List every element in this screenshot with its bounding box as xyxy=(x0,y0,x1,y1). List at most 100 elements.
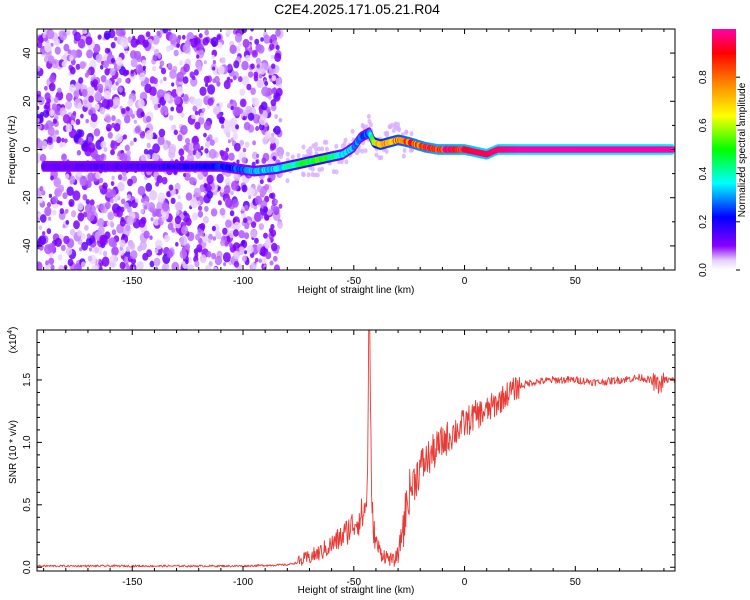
noise-speckle xyxy=(179,60,184,66)
noise-speckle xyxy=(95,171,101,180)
noise-speckle xyxy=(149,190,158,201)
noise-speckle xyxy=(267,177,271,183)
noise-speckle xyxy=(49,109,55,117)
noise-speckle xyxy=(59,208,65,215)
noise-speckle xyxy=(112,241,117,248)
noise-speckle xyxy=(260,214,264,219)
noise-speckle xyxy=(39,186,44,192)
noise-speckle xyxy=(193,69,199,76)
noise-speckle xyxy=(140,111,145,118)
noise-speckle xyxy=(273,125,281,135)
noise-speckle xyxy=(117,181,125,192)
noise-speckle xyxy=(255,159,259,164)
noise-speckle xyxy=(270,223,275,230)
noise-speckle xyxy=(343,137,348,143)
noise-speckle xyxy=(37,65,41,72)
noise-speckle xyxy=(153,218,160,226)
noise-speckle xyxy=(296,153,301,159)
noise-speckle xyxy=(93,128,101,137)
noise-speckle xyxy=(169,69,177,79)
noise-speckle xyxy=(130,50,137,60)
noise-speckle xyxy=(119,239,126,248)
noise-speckle xyxy=(248,71,254,78)
colorbar-label: Normalized spectral amplitude xyxy=(737,82,748,217)
noise-speckle xyxy=(258,258,262,263)
noise-speckle xyxy=(211,252,217,260)
noise-speckle xyxy=(241,240,245,245)
noise-speckle xyxy=(264,81,269,86)
noise-speckle xyxy=(157,135,165,146)
noise-speckle xyxy=(211,54,215,60)
noise-speckle xyxy=(47,126,55,136)
noise-speckle xyxy=(95,139,103,150)
noise-speckle xyxy=(193,141,200,151)
noise-speckle xyxy=(229,99,234,104)
noise-speckle xyxy=(174,215,182,225)
noise-speckle xyxy=(367,119,372,124)
noise-speckle xyxy=(205,82,209,87)
noise-speckle xyxy=(229,210,235,217)
noise-speckle xyxy=(232,75,237,81)
noise-speckle xyxy=(264,184,269,191)
noise-speckle xyxy=(69,55,74,61)
noise-speckle xyxy=(259,116,267,126)
noise-speckle xyxy=(232,106,240,117)
noise-speckle xyxy=(82,194,88,201)
noise-speckle xyxy=(104,90,111,100)
noise-speckle xyxy=(227,63,233,71)
noise-speckle xyxy=(111,122,116,129)
noise-speckle xyxy=(129,242,136,250)
noise-speckle xyxy=(173,95,181,105)
noise-speckle xyxy=(94,91,102,102)
noise-speckle xyxy=(185,137,190,145)
noise-speckle xyxy=(174,182,181,191)
noise-speckle xyxy=(314,141,319,147)
noise-speckle xyxy=(99,136,105,143)
noise-speckle xyxy=(198,33,203,39)
noise-speckle xyxy=(197,210,204,218)
noise-speckle xyxy=(233,229,239,237)
noise-speckle xyxy=(120,198,126,205)
noise-speckle xyxy=(52,209,57,216)
noise-speckle xyxy=(157,192,166,203)
noise-speckle xyxy=(270,142,277,151)
noise-speckle xyxy=(62,192,68,200)
noise-speckle xyxy=(190,198,199,209)
y-tick-label: 1.5 xyxy=(22,373,33,387)
noise-speckle xyxy=(152,97,159,106)
noise-speckle xyxy=(42,231,46,236)
noise-speckle xyxy=(192,212,198,221)
noise-speckle xyxy=(77,38,86,49)
noise-speckle xyxy=(65,220,70,225)
noise-speckle xyxy=(98,250,103,256)
noise-speckle xyxy=(270,242,278,252)
noise-speckle xyxy=(48,82,56,92)
noise-speckle xyxy=(77,102,83,110)
noise-speckle xyxy=(104,79,113,90)
noise-speckle xyxy=(275,44,280,51)
noise-speckle xyxy=(57,254,63,261)
noise-speckle xyxy=(261,86,269,97)
noise-speckle xyxy=(139,240,147,251)
noise-speckle xyxy=(38,244,44,251)
noise-speckle xyxy=(150,45,155,51)
noise-speckle xyxy=(324,139,329,145)
noise-speckle xyxy=(166,250,173,259)
noise-speckle xyxy=(155,181,160,187)
noise-speckle xyxy=(290,154,295,160)
noise-speckle xyxy=(242,217,248,224)
noise-speckle xyxy=(180,125,188,135)
noise-speckle xyxy=(256,63,261,69)
noise-speckle xyxy=(167,29,172,32)
noise-speckle xyxy=(180,112,185,118)
x-tick-label: -100 xyxy=(233,276,253,287)
noise-speckle xyxy=(265,251,272,260)
noise-speckle xyxy=(350,128,355,134)
noise-speckle xyxy=(192,181,197,186)
noise-speckle xyxy=(208,148,217,159)
noise-speckle xyxy=(46,228,52,235)
noise-speckle xyxy=(244,141,250,148)
noise-speckle xyxy=(212,105,220,115)
noise-speckle xyxy=(109,197,114,204)
noise-speckle xyxy=(241,184,248,193)
